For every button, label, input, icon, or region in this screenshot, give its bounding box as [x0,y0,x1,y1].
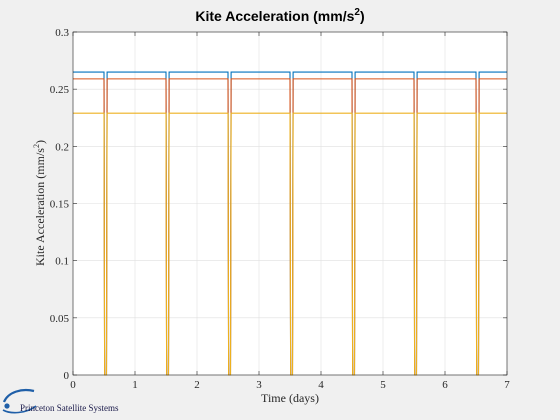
x-tick-label: 1 [132,379,138,391]
x-tick-label: 7 [504,379,510,391]
chart-title-close: ) [360,8,365,24]
y-axis-label-main: Kite Acceleration (mm/s [33,148,47,266]
chart-title-main: Kite Acceleration (mm/s [195,8,354,24]
x-tick-label: 2 [194,379,200,391]
y-tick-label: 0 [64,370,70,382]
y-tick-label: 0.1 [55,256,69,268]
y-tick-label: 0.2 [55,141,69,153]
y-tick-label: 0.15 [50,199,70,211]
x-tick-labels: 0 1 2 3 4 5 6 7 [70,379,510,391]
x-tick-label: 6 [442,379,448,391]
x-tick-label: 3 [256,379,262,391]
y-tick-label: 0.3 [55,27,69,39]
x-tick-label: 5 [380,379,386,391]
x-tick-label: 4 [318,379,324,391]
y-tick-labels: 0 0.05 0.1 0.15 0.2 0.25 0.3 [50,27,70,382]
chart-title: Kite Acceleration (mm/s2) [195,7,364,24]
y-axis-label-close: ) [33,140,47,144]
y-axis-label: Kite Acceleration (mm/s2) [32,140,47,266]
y-tick-label: 0.05 [50,313,70,325]
x-axis-label: Time (days) [261,391,319,405]
logo-text: Princeton Satellite Systems [20,403,119,413]
x-tick-label: 0 [70,379,76,391]
y-tick-label: 0.25 [50,84,70,96]
